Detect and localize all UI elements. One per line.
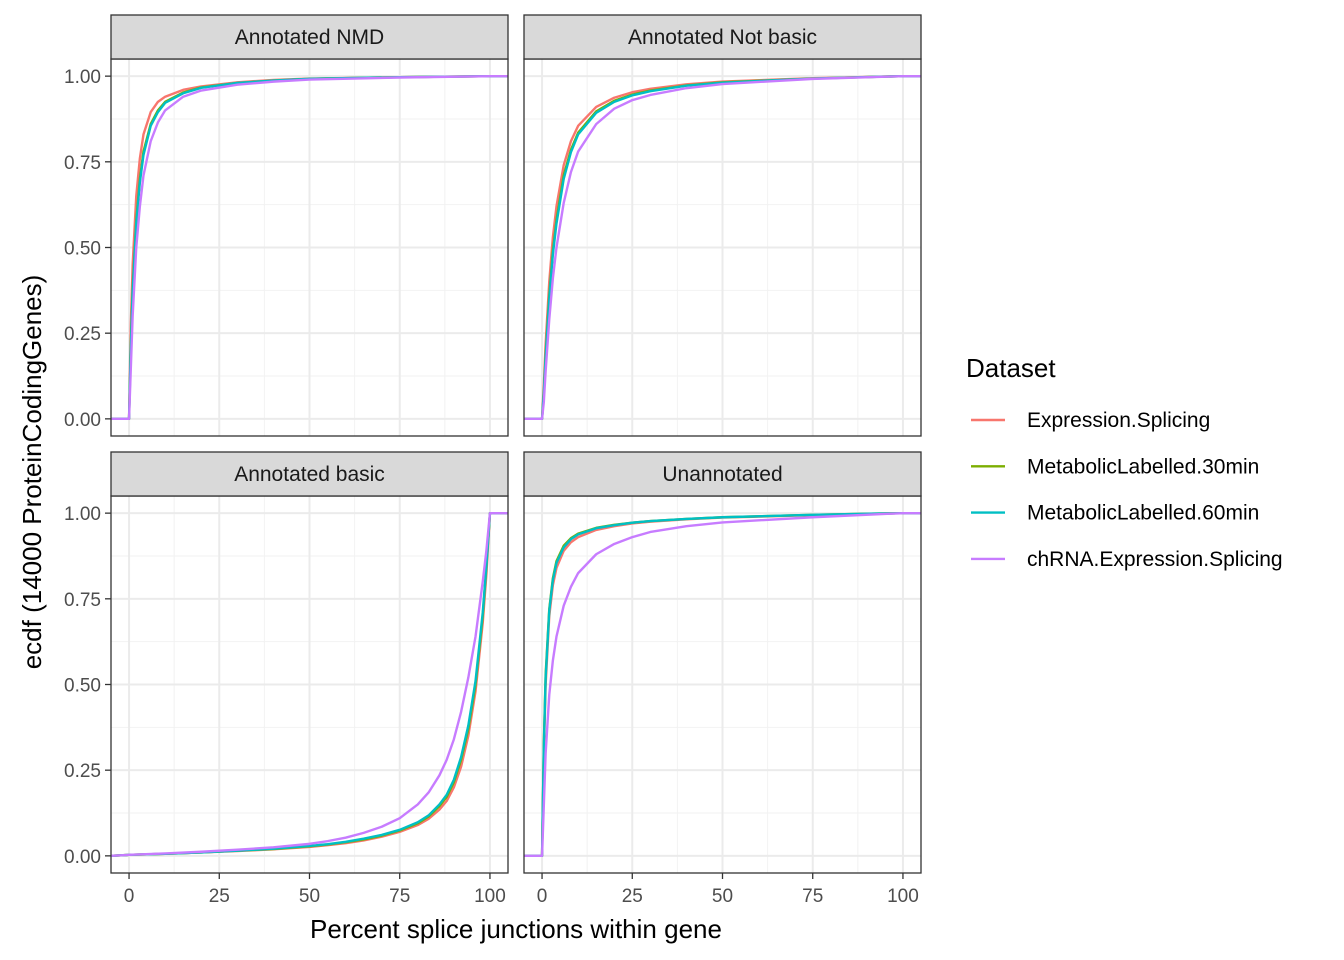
- legend-title: Dataset: [966, 353, 1056, 383]
- y-tick-label: 1.00: [64, 67, 101, 88]
- x-axis-title: Percent splice junctions within gene: [310, 914, 722, 944]
- panels-layer: Annotated NMD Annotated Not basic Annotate…: [110, 14, 922, 874]
- series-line-chrna-expression-splicing: [524, 511, 921, 858]
- strip-background: [523, 451, 922, 497]
- axes-layer: 0.00 0.25 0.50 0.75 1.00 0.00 0.25 0.50 0.75 1.00…: [64, 67, 919, 907]
- y-tick-label: 1.00: [64, 504, 101, 525]
- series-line-chrna-expression-splicing: [110, 511, 508, 858]
- legend-label: chRNA.Expression.Splicing: [1027, 548, 1283, 571]
- x-tick-label: 50: [712, 886, 733, 907]
- panel-annotated-basic: Annotated basic: [110, 451, 509, 874]
- strip-label: Unannotated: [662, 463, 782, 486]
- y-axis-title: ecdf (14000 ProteinCodingGenes): [17, 275, 47, 670]
- legend-label: MetabolicLabelled.30min: [1027, 455, 1259, 478]
- y-tick-label: 0.25: [64, 761, 101, 782]
- y-tick-label: 0.50: [64, 239, 101, 260]
- x-tick-label: 75: [802, 886, 823, 907]
- legend-label: MetabolicLabelled.60min: [1027, 502, 1259, 525]
- y-tick-label: 0.00: [64, 410, 101, 431]
- x-tick-label: 100: [887, 886, 919, 907]
- y-tick-label: 0.00: [64, 847, 101, 868]
- panel-annotated-not-basic: Annotated Not basic: [523, 14, 922, 437]
- x-tick-label: 100: [474, 886, 506, 907]
- series-line-metaboliclabelled-60min: [524, 511, 921, 858]
- series-line-chrna-expression-splicing: [524, 74, 921, 421]
- panel-annotated-nmd: Annotated NMD: [110, 14, 509, 437]
- legend-entry-metaboliclabelled-30min: MetabolicLabelled.30min: [971, 455, 1259, 478]
- panel-unannotated: Unannotated: [523, 451, 922, 874]
- x-tick-label: 0: [124, 886, 135, 907]
- strip-background: [110, 14, 509, 60]
- y-tick-label: 0.75: [64, 590, 101, 611]
- legend: Dataset Expression.Splicing MetabolicLabe…: [966, 353, 1283, 571]
- strip-label: Annotated NMD: [235, 26, 384, 49]
- legend-entry-metaboliclabelled-60min: MetabolicLabelled.60min: [971, 502, 1259, 525]
- y-tick-label: 0.75: [64, 153, 101, 174]
- strip-label: Annotated Not basic: [628, 26, 817, 49]
- y-tick-label: 0.25: [64, 324, 101, 345]
- legend-entry-chrna-expression-splicing: chRNA.Expression.Splicing: [971, 548, 1283, 571]
- legend-entry-expression-splicing: Expression.Splicing: [971, 409, 1210, 432]
- series-line-chrna-expression-splicing: [111, 74, 508, 421]
- x-tick-label: 50: [299, 886, 320, 907]
- strip-background: [110, 451, 509, 497]
- legend-label: Expression.Splicing: [1027, 409, 1210, 432]
- x-tick-label: 25: [622, 886, 643, 907]
- x-tick-label: 75: [389, 886, 410, 907]
- strip-background: [523, 14, 922, 60]
- y-tick-label: 0.50: [64, 676, 101, 697]
- strip-label: Annotated basic: [234, 463, 385, 486]
- x-tick-label: 0: [537, 886, 548, 907]
- x-tick-label: 25: [209, 886, 230, 907]
